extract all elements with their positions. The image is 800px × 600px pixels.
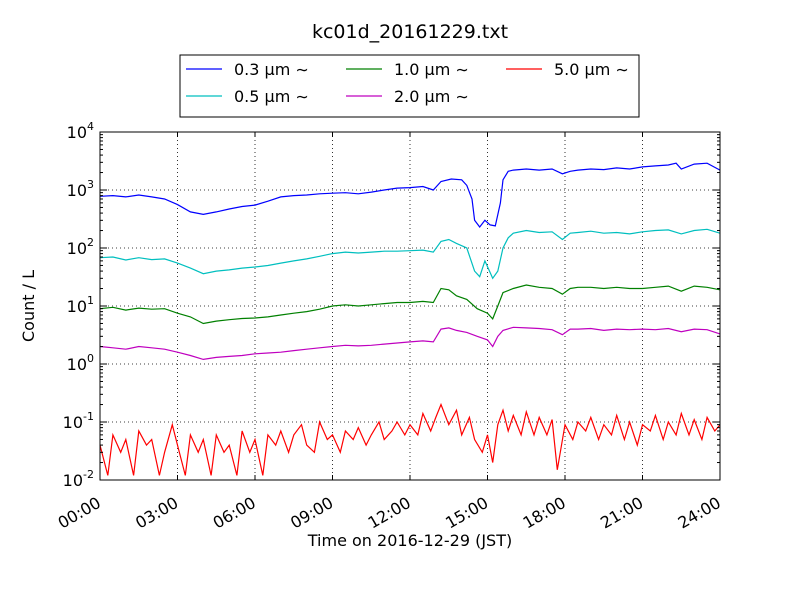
chart-title: kc01d_20161229.txt (312, 21, 508, 43)
legend-label: 2.0 μm ∼ (394, 87, 469, 106)
x-tick-label: 15:00 (442, 493, 491, 533)
x-tick-label: 18:00 (520, 493, 569, 533)
legend-label: 5.0 μm ∼ (554, 60, 629, 79)
legend-box (179, 54, 640, 118)
x-tick-label: 09:00 (287, 493, 336, 533)
y-tick-label: 10-1 (63, 410, 94, 432)
x-tick-label: 24:00 (675, 493, 724, 533)
legend-label: 0.5 μm ∼ (234, 87, 309, 106)
y-tick-label: 104 (67, 120, 94, 142)
y-tick-label: 102 (67, 236, 94, 258)
series-line (99, 284, 721, 325)
y-tick-label: 103 (67, 178, 94, 200)
x-tick-label: 03:00 (132, 493, 181, 533)
legend: 0.3 μm ∼ 1.0 μm ∼ 5.0 μm ∼ 0.5 μm ∼ 2.0 μm ∼ (179, 54, 640, 118)
x-ticks: 00:00 03:00 06:00 09:00 12:00 15:00 18:00 21:00… (55, 132, 724, 533)
legend-label: 0.3 μm ∼ (234, 60, 309, 79)
y-tick-label: 10-2 (63, 468, 94, 490)
x-tick-label: 21:00 (597, 493, 646, 533)
y-ticks: 10-2 10-1 100 101 102 103 104 (63, 120, 720, 490)
y-axis-label: Count / L (19, 270, 38, 342)
series-line (99, 228, 721, 280)
x-tick-label: 12:00 (365, 493, 414, 533)
y-tick-label: 100 (67, 352, 94, 374)
series-line (99, 402, 721, 476)
series-line (99, 326, 721, 361)
grid-lines (100, 132, 720, 480)
y-tick-label: 101 (67, 294, 94, 316)
legend-label: 1.0 μm ∼ (394, 60, 469, 79)
x-tick-label: 06:00 (210, 493, 259, 533)
x-axis-label: Time on 2016-12-29 (JST) (307, 531, 512, 550)
series-lines (99, 162, 721, 476)
x-tick-label: 00:00 (55, 493, 104, 533)
series-line (99, 162, 721, 228)
